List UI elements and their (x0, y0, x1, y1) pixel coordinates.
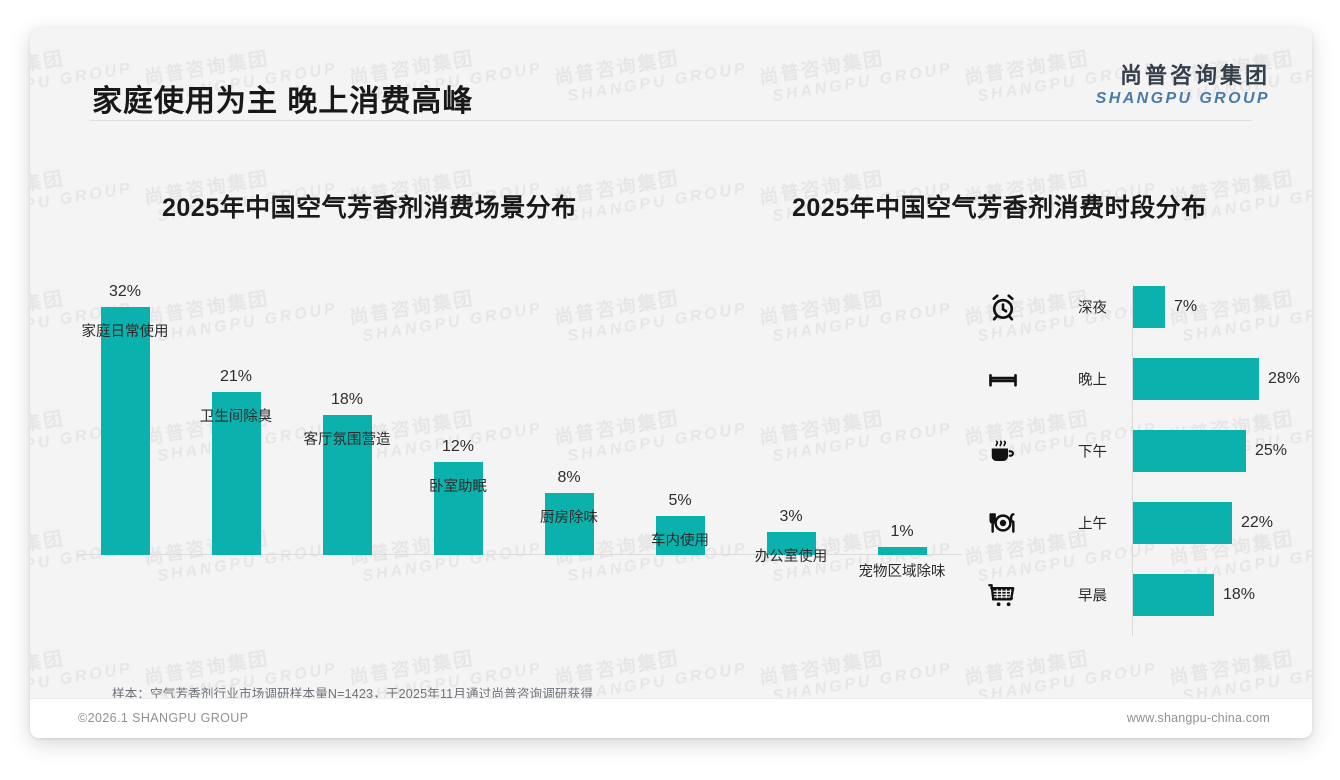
copyright-text: ©2026.1 SHANGPU GROUP (78, 711, 249, 725)
website-link[interactable]: www.shangpu-china.com (1126, 711, 1270, 725)
left-chart-title: 2025年中国空气芳香剂消费场景分布 (162, 194, 577, 222)
column-bar[interactable] (655, 516, 705, 555)
column-bar[interactable] (544, 493, 594, 555)
timeslot-bar-chart: 深夜 7% 晚上 28% 下午 25% 上午 22% 早晨 18% (960, 276, 1300, 648)
column-value-label: 5% (668, 492, 692, 509)
column-value-label: 8% (557, 469, 581, 486)
sample-footnote: 样本：空气芳香剂行业市场调研样本量N=1423，于2025年11月通过尚普咨询调… (112, 687, 594, 701)
bar-value-label: 28% (1268, 370, 1301, 387)
slide-header: 家庭使用为主 晚上消费高峰 尚普咨询集团 SHANGPU GROUP (30, 28, 1312, 121)
page-title: 家庭使用为主 晚上消费高峰 (92, 85, 474, 118)
column-category-label: 办公室使用 (754, 549, 828, 565)
column-chart-item: 1% 宠物区域除味 (850, 523, 954, 580)
column-chart-item: 5% 车内使用 (628, 492, 732, 555)
bar-category-label: 深夜 (1078, 300, 1107, 317)
column-chart-baseline (76, 554, 962, 555)
column-chart-item: 8% 厨房除味 (517, 469, 621, 555)
column-bar[interactable] (100, 307, 150, 555)
bar-category-label: 早晨 (1078, 588, 1107, 605)
horizontal-bar[interactable] (1133, 358, 1259, 400)
bar-chart-row: 下午 25% (960, 426, 1300, 476)
column-value-label: 18% (330, 391, 364, 408)
horizontal-bar[interactable] (1133, 502, 1232, 544)
column-chart-item: 18% 客厅氛围营造 (295, 391, 399, 555)
horizontal-bar[interactable] (1133, 286, 1165, 328)
logo-chinese-text: 尚普咨询集团 (1119, 63, 1270, 88)
bar-category-label: 下午 (1078, 444, 1107, 461)
column-chart-item: 12% 卧室助眠 (406, 438, 510, 555)
horizontal-bar[interactable] (1133, 574, 1214, 616)
column-bar[interactable] (877, 547, 927, 555)
column-category-label: 卧室助眠 (429, 479, 487, 495)
slide-card: 尚普咨询集团 SHANGPU GROUP 尚普咨询集团 SHANGPU GROUP 尚普… (30, 28, 1312, 738)
bar-category-label: 上午 (1078, 516, 1107, 533)
column-chart-item: 21% 卫生间除臭 (184, 368, 288, 555)
right-chart-title: 2025年中国空气芳香剂消费时段分布 (792, 194, 1207, 222)
column-bar[interactable] (766, 532, 816, 555)
bar-value-label: 7% (1174, 298, 1198, 315)
bar-chart-row: 早晨 18% (960, 570, 1300, 620)
column-chart-item: 3% 办公室使用 (739, 508, 843, 565)
column-category-label: 宠物区域除味 (858, 564, 946, 580)
bar-value-label: 18% (1223, 586, 1256, 603)
bar-value-label: 25% (1255, 442, 1288, 459)
coffee-cup-icon (986, 434, 1020, 468)
scenario-column-chart: 32% 家庭日常使用 21% 卫生间除臭 18% 客厅氛围营造 12% 卧室助眠 8% 厨房除味 5… (48, 263, 968, 593)
column-category-label: 卫生间除臭 (199, 409, 273, 425)
column-value-label: 12% (441, 438, 475, 455)
shopping-cart-icon (986, 578, 1020, 612)
alarm-clock-icon (986, 290, 1020, 324)
bar-chart-row: 上午 22% (960, 498, 1300, 548)
horizontal-bar[interactable] (1133, 430, 1246, 472)
plate-cutlery-icon (986, 506, 1020, 540)
bar-chart-row: 深夜 7% (960, 282, 1300, 332)
bar-value-label: 22% (1241, 514, 1274, 531)
bar-chart-row: 晚上 28% (960, 354, 1300, 404)
header-divider (90, 120, 1252, 121)
column-chart-item: 32% 家庭日常使用 (73, 283, 177, 555)
brand-logo: 尚普咨询集团 SHANGPU GROUP (1096, 63, 1270, 109)
bed-icon (986, 362, 1020, 396)
column-category-label: 客厅氛围营造 (303, 432, 391, 448)
column-value-label: 21% (219, 368, 253, 385)
column-bar[interactable] (322, 415, 372, 555)
column-category-label: 厨房除味 (540, 510, 598, 526)
column-value-label: 3% (779, 508, 803, 525)
column-category-label: 家庭日常使用 (81, 324, 169, 340)
logo-english-text: SHANGPU GROUP (1095, 90, 1270, 108)
column-value-label: 1% (890, 523, 914, 540)
slide-footer: ©2026.1 SHANGPU GROUP www.shangpu-china.… (30, 698, 1312, 738)
column-value-label: 32% (108, 283, 142, 300)
column-category-label: 车内使用 (651, 533, 709, 549)
bar-category-label: 晚上 (1078, 372, 1107, 389)
bar-chart-axis (1132, 288, 1133, 636)
column-bar[interactable] (211, 392, 261, 555)
column-bar[interactable] (433, 462, 483, 555)
